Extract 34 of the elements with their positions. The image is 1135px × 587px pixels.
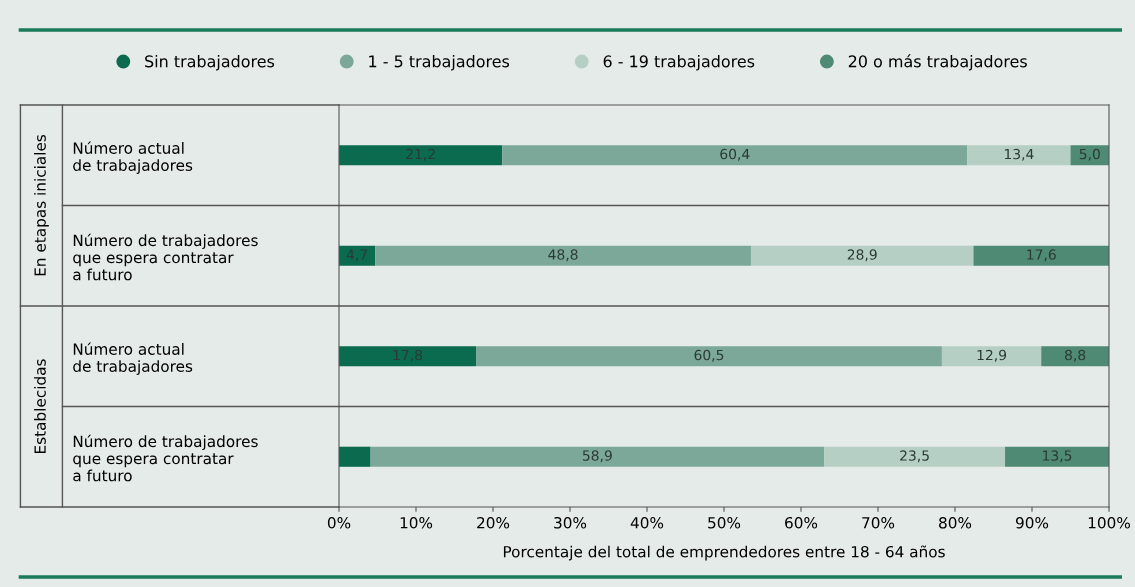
legend-label: 1 - 5 trabajadores bbox=[369, 55, 510, 71]
text: Establecidas bbox=[34, 359, 46, 453]
data-label: 28,9 bbox=[847, 249, 877, 262]
data-label: 17,6 bbox=[1027, 249, 1056, 262]
x-axis-title: Porcentaje del total de emprendedores entre 18 - 64 años bbox=[503, 545, 945, 561]
x-tick-label: 100% bbox=[1088, 516, 1130, 529]
y-tick-label: Número de trabajadores que espera contratar a futuro bbox=[73, 233, 258, 281]
data-label: 58,9 bbox=[582, 450, 612, 463]
y-tick-label: Número de trabajadores que espera contratar a futuro bbox=[73, 434, 258, 482]
legend-label: Sin trabajadores bbox=[145, 55, 275, 71]
x-tick-label: 80% bbox=[939, 516, 972, 529]
data-label: 48,8 bbox=[548, 249, 578, 262]
x-tick-label: 10% bbox=[400, 516, 433, 529]
x-tick-label: 30% bbox=[554, 516, 587, 529]
legend-label: 20 o más trabajadores bbox=[848, 54, 1027, 71]
x-tick-label: 90% bbox=[1015, 516, 1049, 529]
data-label: 12,9 bbox=[977, 349, 1007, 362]
data-label: 5,0 bbox=[1079, 148, 1100, 161]
x-tick-label: 0% bbox=[327, 516, 351, 529]
legend-label: 6 - 19 trabajadores bbox=[603, 55, 755, 71]
x-tick-label: 40% bbox=[630, 516, 664, 529]
data-label: 23,5 bbox=[900, 450, 929, 463]
x-tick-label: 50% bbox=[708, 516, 741, 529]
x-tick-label: 20% bbox=[477, 516, 510, 529]
data-label: 13,5 bbox=[1043, 450, 1072, 463]
data-label: 60,5 bbox=[694, 349, 724, 362]
y-tick-label: Número actual de trabajadores bbox=[73, 342, 193, 375]
data-label: 60,4 bbox=[720, 148, 750, 161]
text: En etapas iniciales bbox=[34, 134, 49, 276]
data-label: 13,4 bbox=[1004, 148, 1034, 161]
y-tick-label: Número actual de trabajadores bbox=[73, 141, 193, 174]
x-tick-label: 70% bbox=[862, 516, 895, 529]
data-label: 8,8 bbox=[1065, 349, 1086, 362]
x-tick-label: 60% bbox=[785, 516, 818, 529]
